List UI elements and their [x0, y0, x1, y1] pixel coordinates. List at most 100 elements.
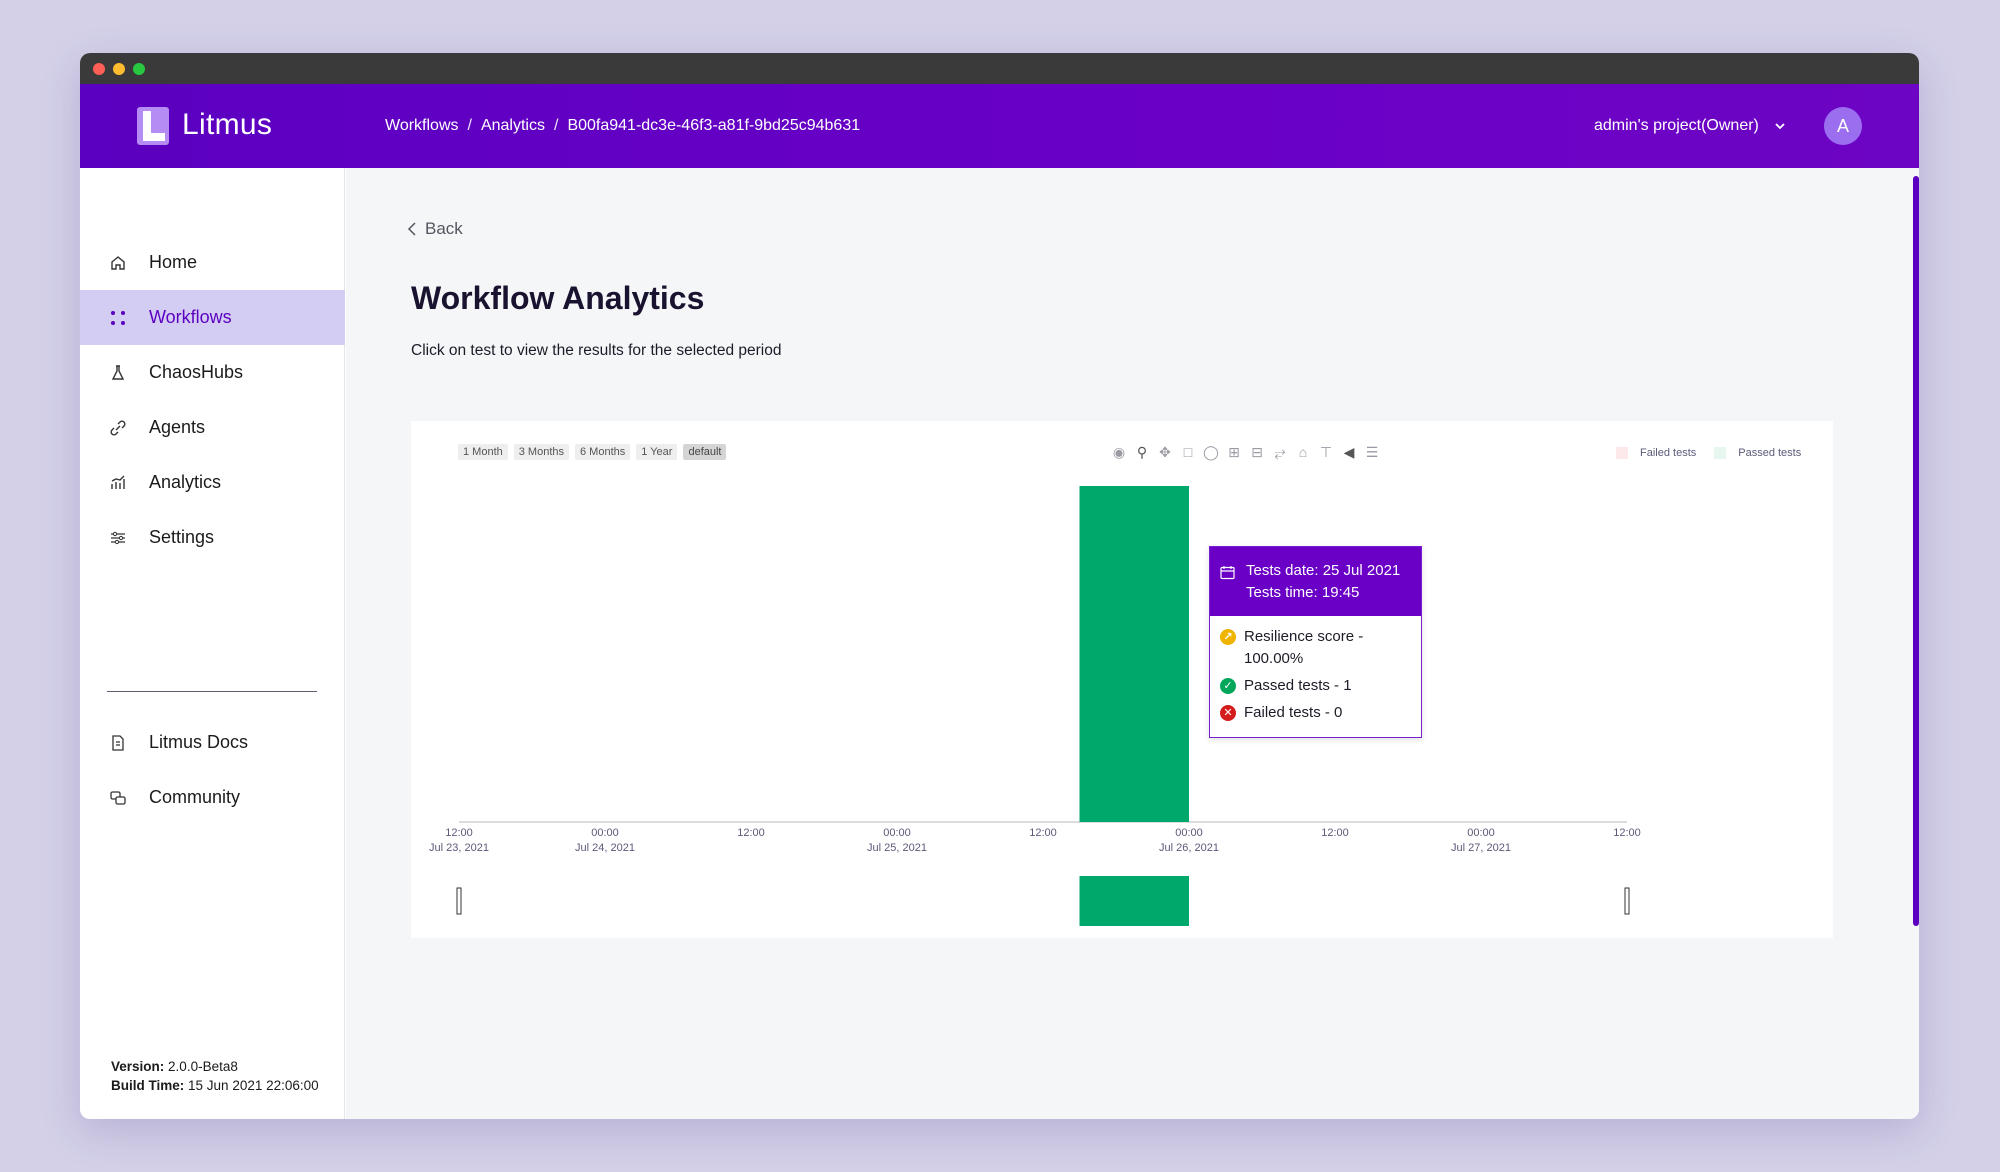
- legend-swatch-passed: [1714, 447, 1727, 459]
- x-tick-label: 12:00: [1321, 827, 1349, 839]
- tooltip-body: ↗ Resilience score - 100.00% ✓ Passed te…: [1210, 616, 1421, 737]
- sidebar-item-agents[interactable]: Agents: [80, 400, 345, 455]
- sidebar-item-label: ChaosHubs: [149, 362, 244, 382]
- range-slider-left-handle[interactable]: [456, 887, 462, 915]
- chart-legend: Failed tests Passed tests: [1616, 447, 1801, 459]
- sidebar-item-label: Agents: [149, 417, 206, 437]
- sidebar-item-label: Settings: [149, 527, 215, 547]
- tooltip-failed: Failed tests - 0: [1244, 704, 1343, 721]
- range-slider-bar: [1079, 876, 1189, 926]
- autoscale-icon[interactable]: ⥂: [1274, 444, 1286, 460]
- sidebar-item-community[interactable]: Community: [80, 770, 345, 825]
- x-tick-label: 00:00: [1175, 827, 1203, 839]
- flask-icon: [111, 364, 125, 380]
- version-value: 2.0.0-Beta8: [168, 1059, 238, 1074]
- sidebar-item-label: Litmus Docs: [149, 732, 249, 752]
- x-tick-date-label: Jul 25, 2021: [867, 842, 927, 854]
- zoom-in-icon[interactable]: ⊞: [1228, 444, 1240, 460]
- page-title: Workflow Analytics: [411, 280, 705, 316]
- project-selector[interactable]: admin's project(Owner): [1594, 117, 1787, 135]
- x-tick-label: 00:00: [591, 827, 619, 839]
- top-app-bar: Litmus Workflows / Analytics / B00fa941-…: [80, 84, 1919, 168]
- pan-icon[interactable]: ✥: [1159, 444, 1171, 460]
- main-content: Back Workflow Analytics Click on test to…: [346, 168, 1919, 1119]
- lasso-select-icon[interactable]: ◯: [1203, 444, 1219, 460]
- x-tick-label: 12:00: [1613, 827, 1641, 839]
- sidebar-item-label: Community: [149, 787, 241, 807]
- sidebar-item-workflows[interactable]: Workflows: [80, 290, 345, 345]
- x-tick-label: 00:00: [883, 827, 911, 839]
- breadcrumb-workflows[interactable]: Workflows: [385, 117, 459, 134]
- range-slider-track[interactable]: [459, 876, 1627, 926]
- range-button-6-months[interactable]: 6 Months: [575, 444, 631, 460]
- vertical-scrollbar[interactable]: [1913, 176, 1919, 926]
- sidebar: Home Workflows ChaosHubs Agents Analytic…: [80, 168, 345, 1119]
- check-circle-icon: ✓: [1220, 678, 1236, 694]
- hover-compare-icon[interactable]: ☰: [1365, 444, 1379, 460]
- x-circle-icon: ✕: [1220, 705, 1236, 721]
- legend-label-passed: Passed tests: [1738, 447, 1802, 459]
- breadcrumb-workflow-id: B00fa941-dc3e-46f3-a81f-9bd25c94b631: [567, 117, 861, 134]
- reset-axes-icon[interactable]: ⌂: [1298, 444, 1308, 460]
- range-button-1-year[interactable]: 1 Year: [636, 444, 678, 460]
- camera-icon[interactable]: ◉: [1112, 444, 1126, 460]
- zoom-icon[interactable]: ⚲: [1136, 444, 1148, 460]
- range-selector: 1 Month 3 Months 6 Months 1 Year default: [458, 444, 727, 460]
- sidebar-item-home[interactable]: Home: [80, 235, 345, 290]
- range-button-1-month[interactable]: 1 Month: [458, 444, 508, 460]
- x-tick-label: 12:00: [737, 827, 765, 839]
- breadcrumb-analytics[interactable]: Analytics: [480, 117, 545, 134]
- legend-item-passed[interactable]: Passed tests: [1714, 447, 1801, 459]
- litmus-logo-icon[interactable]: [137, 107, 169, 145]
- build-time-label: Build Time:: [111, 1078, 185, 1093]
- range-slider-right-handle[interactable]: [1624, 887, 1630, 915]
- calendar-icon: [1220, 566, 1235, 580]
- legend-swatch-failed: [1616, 447, 1628, 459]
- back-button[interactable]: Back: [407, 219, 463, 239]
- x-tick-date-label: Jul 26, 2021: [1159, 842, 1219, 854]
- breadcrumb-separator: /: [467, 117, 472, 134]
- sidebar-item-label: Analytics: [149, 472, 222, 492]
- legend-label-failed: Failed tests: [1640, 447, 1697, 459]
- tooltip-passed: Passed tests - 1: [1244, 677, 1352, 694]
- back-label: Back: [425, 219, 463, 238]
- chart-plot[interactable]: 12:00 Jul 23, 2021 00:00 Jul 24, 2021 12:00 0…: [411, 421, 1833, 938]
- zoom-out-icon[interactable]: ⊟: [1251, 444, 1263, 460]
- sidebar-item-litmus-docs[interactable]: Litmus Docs: [80, 715, 345, 770]
- x-tick-label: 00:00: [1467, 827, 1495, 839]
- avatar[interactable]: A: [1824, 107, 1862, 145]
- tooltip-time: Tests time: 19:45: [1246, 584, 1360, 601]
- x-tick-label: 12:00: [1029, 827, 1057, 839]
- community-icon: [110, 790, 126, 805]
- build-time-value: 15 Jun 2021 22:06:00: [188, 1078, 319, 1093]
- spike-lines-icon[interactable]: ⊤: [1319, 444, 1333, 460]
- analytics-chart-card: 1 Month 3 Months 6 Months 1 Year default…: [411, 421, 1833, 938]
- breadcrumb-separator: /: [553, 117, 559, 134]
- link-icon: [110, 419, 126, 436]
- sidebar-item-analytics[interactable]: Analytics: [80, 455, 345, 510]
- sidebar-divider: [107, 691, 317, 692]
- tooltip-score-row: ↗ Resilience score - 100.00%: [1220, 626, 1413, 670]
- sidebar-item-label: Home: [149, 252, 198, 272]
- close-window-button[interactable]: [93, 63, 105, 75]
- document-icon: [112, 734, 124, 751]
- maximize-window-button[interactable]: [133, 63, 145, 75]
- x-tick-date-label: Jul 23, 2021: [429, 842, 489, 854]
- legend-item-failed[interactable]: Failed tests: [1616, 447, 1696, 459]
- settings-icon: [111, 531, 125, 544]
- bar-passed-tests[interactable]: [1079, 486, 1190, 822]
- minimize-window-button[interactable]: [113, 63, 125, 75]
- brand-name[interactable]: Litmus: [182, 108, 273, 141]
- tooltip-failed-row: ✕ Failed tests - 0: [1220, 702, 1413, 724]
- range-button-3-months[interactable]: 3 Months: [513, 444, 569, 460]
- x-tick-date-label: Jul 27, 2021: [1451, 842, 1511, 854]
- hover-closest-icon[interactable]: ◀: [1343, 444, 1355, 460]
- resilience-score-icon: ↗: [1220, 629, 1236, 645]
- tooltip-header: Tests date: 25 Jul 2021 Tests time: 19:4…: [1210, 547, 1421, 616]
- box-select-icon[interactable]: □: [1183, 444, 1193, 460]
- chevron-left-icon: [407, 222, 416, 236]
- range-button-default[interactable]: default: [683, 444, 727, 460]
- sidebar-item-settings[interactable]: Settings: [80, 510, 345, 565]
- project-name: admin's project(Owner): [1594, 117, 1759, 134]
- sidebar-item-chaoshubs[interactable]: ChaosHubs: [80, 345, 345, 400]
